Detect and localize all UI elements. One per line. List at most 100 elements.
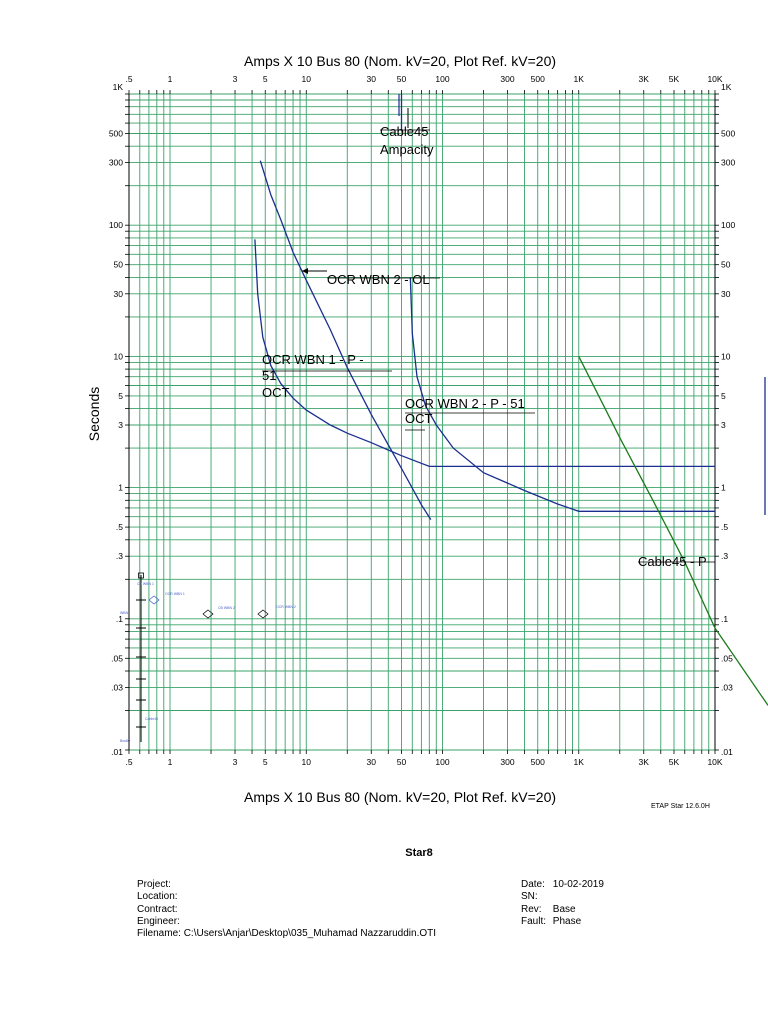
curves bbox=[254, 94, 768, 706]
one-line-label: Cable45 bbox=[145, 717, 158, 721]
y-tick-label-left: 1K bbox=[113, 82, 124, 92]
curve-annotation: OCR WBN 2 - P - 51 bbox=[405, 396, 525, 411]
engineer-label: Engineer: bbox=[137, 915, 180, 927]
one-line-source bbox=[138, 572, 144, 579]
y-tick-label-left: 50 bbox=[114, 260, 124, 270]
x-tick-label-top: 50 bbox=[397, 74, 407, 84]
curve-annotation: OCT bbox=[262, 385, 290, 400]
series-line-0 bbox=[259, 160, 432, 520]
x-tick-label-top: 300 bbox=[500, 74, 514, 84]
y-tick-label-right: .1 bbox=[721, 614, 728, 624]
y-tick-label-left: 100 bbox=[109, 220, 123, 230]
y-tick-label-left: 5 bbox=[118, 391, 123, 401]
x-tick-label-top: 100 bbox=[435, 74, 449, 84]
curve-annotation: OCR WBN 2 - OL bbox=[327, 272, 430, 287]
location-row: Location: bbox=[137, 891, 436, 903]
x-tick-label-bottom: 100 bbox=[435, 757, 449, 767]
x-tick-label-bottom: 10K bbox=[707, 757, 722, 767]
y-tick-label-right: .01 bbox=[721, 747, 733, 757]
curve-annotation: 51 bbox=[262, 368, 276, 383]
x-tick-label-bottom: 3K bbox=[639, 757, 650, 767]
x-tick-label-top: 1K bbox=[574, 74, 585, 84]
fault-label: Fault: bbox=[521, 915, 547, 927]
y-tick-label-right: .5 bbox=[721, 522, 728, 532]
y-tick-label-right: 3 bbox=[721, 420, 726, 430]
y-tick-label-right: 50 bbox=[721, 260, 731, 270]
series-line-3 bbox=[578, 356, 716, 629]
x-tick-label-top: 3K bbox=[639, 74, 650, 84]
x-tick-label-top: .5 bbox=[125, 74, 132, 84]
x-tick-label-top: 10K bbox=[707, 74, 722, 84]
x-tick-label-top: 5K bbox=[669, 74, 680, 84]
y-tick-label-left: .3 bbox=[116, 551, 123, 561]
contract-label: Contract: bbox=[137, 903, 178, 915]
sn-row: SN: bbox=[521, 891, 604, 903]
x-tick-label-bottom: 5K bbox=[669, 757, 680, 767]
x-tick-label-bottom: .5 bbox=[125, 757, 132, 767]
one-line-label: OCR WBN 2 bbox=[276, 605, 296, 609]
x-tick-label-bottom: 300 bbox=[500, 757, 514, 767]
x-tick-label-top: 10 bbox=[302, 74, 312, 84]
project-row: Project: bbox=[137, 879, 436, 891]
cable-curve-extension bbox=[714, 627, 768, 706]
rev-row: Rev: Base bbox=[521, 904, 604, 916]
date-label: Date: bbox=[521, 879, 545, 890]
date-value: 10-02-2019 bbox=[552, 879, 604, 890]
y-tick-label-right: 5 bbox=[721, 391, 726, 401]
x-tick-label-bottom: 50 bbox=[397, 757, 407, 767]
x-tick-label-bottom: 1K bbox=[574, 757, 585, 767]
x-tick-label-bottom: 10 bbox=[302, 757, 312, 767]
date-row: Date: 10-02-2019 bbox=[521, 879, 604, 891]
y-tick-label-right: 10 bbox=[721, 351, 731, 361]
y-tick-label-left: 30 bbox=[114, 289, 124, 299]
x-tick-label-bottom: 5 bbox=[263, 757, 268, 767]
y-tick-label-left: .01 bbox=[111, 747, 123, 757]
curve-annotation: Cable45 bbox=[380, 124, 428, 139]
x-tick-label-top: 30 bbox=[367, 74, 377, 84]
curve-annotation: Cable45 - P bbox=[638, 554, 707, 569]
contract-row: Contract: bbox=[137, 904, 436, 916]
one-line-label: OCR WBN 1 bbox=[165, 592, 185, 596]
sn-label: SN: bbox=[521, 891, 538, 903]
y-tick-label-right: .3 bbox=[721, 551, 728, 561]
y-tick-label-left: .05 bbox=[111, 653, 123, 663]
x-tick-label-bottom: 500 bbox=[531, 757, 545, 767]
curve-annotation: Ampacity bbox=[380, 142, 434, 157]
one-line-label: CB WBN 1 bbox=[137, 582, 154, 586]
tick-labels: .5 .5 1 1 3 3 5 5 10 10 30 30 50 50 100 100 300 300 500 500… bbox=[109, 74, 736, 767]
x-tick-label-bottom: 30 bbox=[367, 757, 377, 767]
rev-label: Rev: bbox=[521, 903, 542, 915]
fault-row: Fault: Phase bbox=[521, 916, 604, 928]
revision-info: Date: 10-02-2019 SN: Rev: Base Fault: Ph… bbox=[521, 879, 604, 928]
filename-row: Filename: C:\Users\Anjar\Desktop\035_Muh… bbox=[137, 928, 436, 940]
y-tick-label-right: 500 bbox=[721, 128, 735, 138]
y-tick-label-left: 1 bbox=[118, 483, 123, 493]
relay-symbol bbox=[148, 595, 160, 605]
filename-value: C:\Users\Anjar\Desktop\035_Muhamad Nazza… bbox=[183, 928, 437, 940]
x-tick-label-top: 1 bbox=[168, 74, 173, 84]
y-tick-label-right: 1 bbox=[721, 483, 726, 493]
study-name: Star8 bbox=[405, 847, 433, 859]
y-tick-label-right: 100 bbox=[721, 220, 735, 230]
curve-labels: Cable45 Ampacity OCR WBN 2 - OL OCR WBN 1 -… bbox=[262, 124, 715, 569]
y-tick-label-right: .03 bbox=[721, 682, 733, 692]
x-tick-label-bottom: 1 bbox=[168, 757, 173, 767]
y-tick-label-right: .05 bbox=[721, 653, 733, 663]
y-tick-label-right: 30 bbox=[721, 289, 731, 299]
pointer-arrowhead bbox=[302, 268, 308, 274]
y-tick-label-right: 300 bbox=[721, 158, 735, 168]
one-line-label: Bus80 bbox=[120, 739, 130, 743]
y-axis-label: Seconds bbox=[86, 387, 102, 441]
y-tick-label-left: .03 bbox=[111, 682, 123, 692]
project-label: Project: bbox=[137, 879, 171, 890]
x-tick-label-top: 5 bbox=[263, 74, 268, 84]
x-tick-label-top: 3 bbox=[233, 74, 238, 84]
chart-bottom-title: Amps X 10 Bus 80 (Nom. kV=20, Plot Ref. … bbox=[244, 789, 557, 805]
series-line-2 bbox=[409, 277, 715, 512]
tcc-plot: .5 .5 1 1 3 3 5 5 10 10 30 30 50 50 100 100 300 300 500 500… bbox=[86, 74, 768, 767]
rev-value: Base bbox=[552, 903, 576, 915]
software-version: ETAP Star 12.6.0H bbox=[651, 803, 710, 810]
x-tick-label-top: 500 bbox=[531, 74, 545, 84]
filename-label: Filename: bbox=[137, 928, 181, 940]
project-info: Project: Location: Contract: Engineer: F… bbox=[137, 879, 436, 940]
